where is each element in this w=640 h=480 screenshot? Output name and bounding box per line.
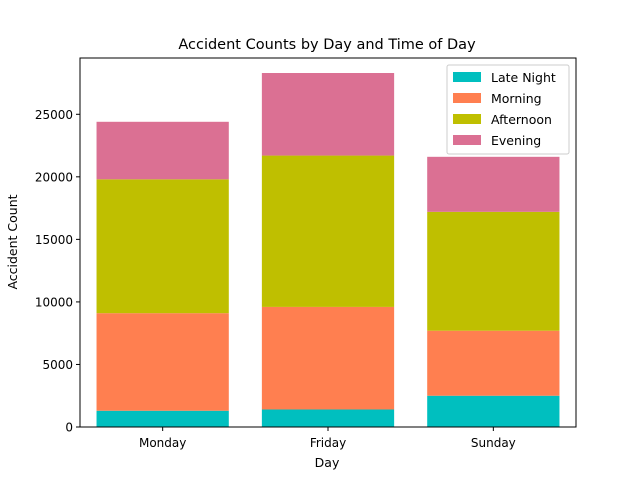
chart-title: Accident Counts by Day and Time of Day bbox=[178, 37, 476, 53]
bar-morning-friday bbox=[261, 306, 395, 410]
bar-afternoon-friday bbox=[261, 155, 395, 307]
plot-frame bbox=[79, 57, 577, 428]
y-tick-label: 15000 bbox=[35, 233, 73, 247]
legend: Late Night Morning Afternoon Evening bbox=[446, 64, 570, 155]
x-tick-label: Monday bbox=[139, 436, 186, 450]
legend-swatch bbox=[453, 93, 481, 103]
bar-morning-sunday bbox=[427, 330, 560, 396]
y-axis: 0 5000 10000 15000 20000 25000 bbox=[35, 108, 80, 435]
x-tick-label: Sunday bbox=[471, 436, 516, 450]
bar-afternoon-monday bbox=[96, 179, 229, 314]
legend-swatch bbox=[453, 72, 481, 82]
x-axis-label: Day bbox=[315, 455, 340, 470]
bar-evening-sunday bbox=[427, 156, 560, 212]
y-tick-label: 25000 bbox=[35, 108, 73, 122]
bar-morning-monday bbox=[96, 313, 229, 411]
bar-late-night-sunday bbox=[427, 395, 560, 427]
bar-late-night-friday bbox=[261, 409, 395, 427]
bar-late-night-monday bbox=[96, 410, 229, 427]
legend-label: Evening bbox=[491, 133, 541, 148]
legend-label: Afternoon bbox=[491, 112, 552, 127]
y-tick-label: 5000 bbox=[42, 358, 73, 372]
y-tick-label: 0 bbox=[65, 421, 73, 435]
legend-label: Morning bbox=[491, 91, 542, 106]
y-tick-label: 20000 bbox=[35, 170, 73, 184]
bar-evening-friday bbox=[261, 73, 395, 156]
x-axis: Monday Friday Sunday bbox=[139, 427, 516, 450]
legend-swatch bbox=[453, 135, 481, 145]
legend-label: Late Night bbox=[491, 70, 556, 85]
legend-box bbox=[446, 64, 570, 155]
y-tick-label: 10000 bbox=[35, 295, 73, 309]
bar-evening-monday bbox=[96, 121, 229, 180]
bar-afternoon-sunday bbox=[427, 211, 560, 331]
x-tick-label: Friday bbox=[310, 436, 346, 450]
bars-layer bbox=[96, 73, 560, 427]
legend-swatch bbox=[453, 114, 481, 124]
y-axis-label: Accident Count bbox=[5, 194, 20, 289]
